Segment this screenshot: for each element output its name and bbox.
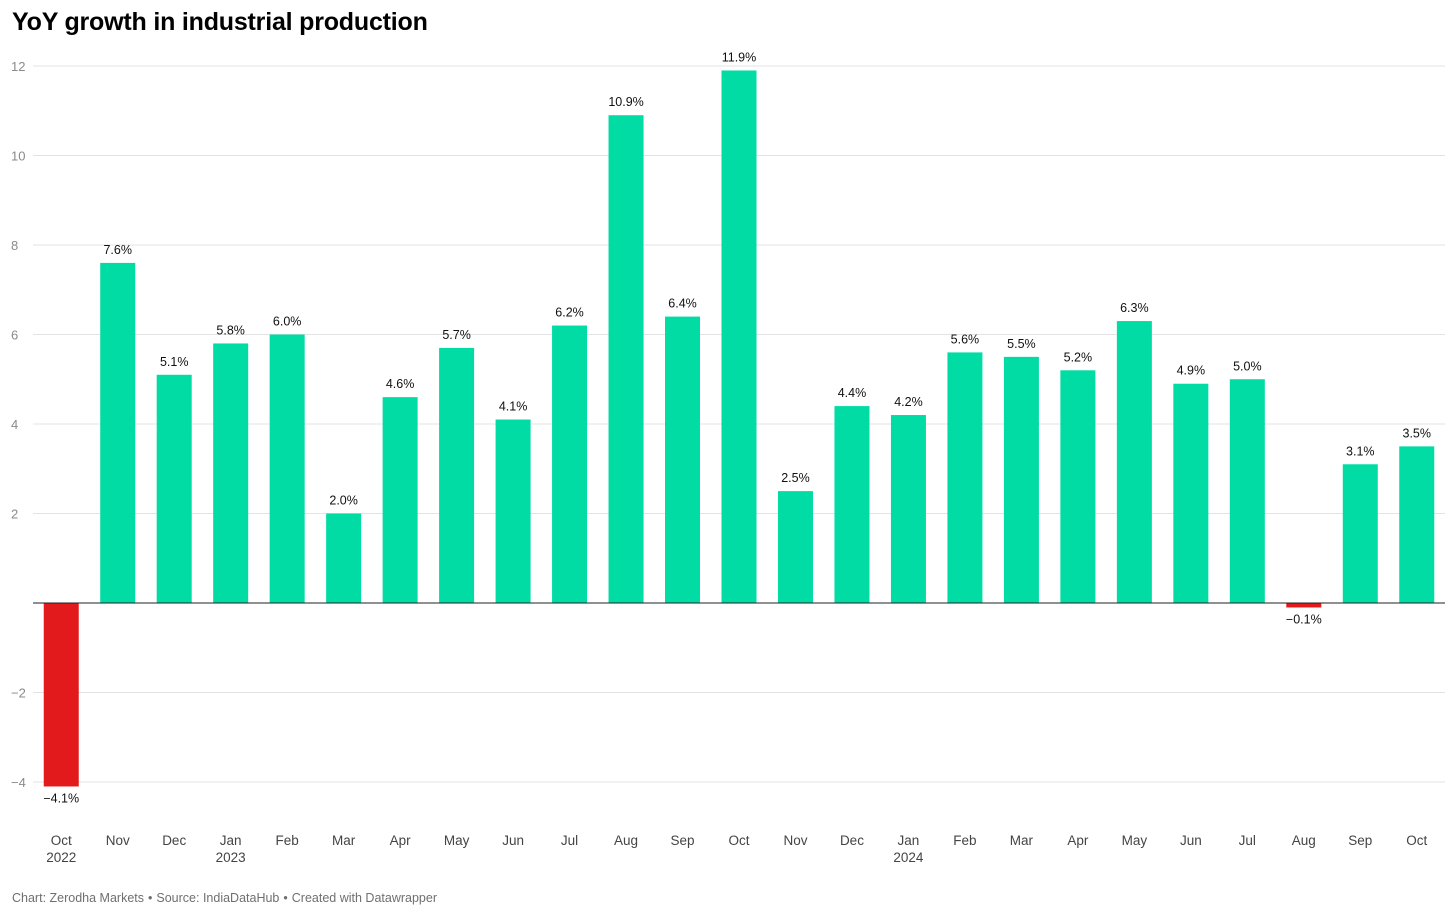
y-tick-label: −2 — [11, 686, 26, 701]
value-labels: −4.1% 7.6% 5.1% 5.8% 6.0% 2.0% 4.6% 5.7% 4.1% 6.2… — [43, 50, 1431, 805]
x-tick-label: Oct — [1406, 833, 1427, 848]
data-label: 6.4% — [668, 297, 697, 311]
y-tick-label: 12 — [11, 59, 25, 74]
data-label: 2.5% — [781, 471, 810, 485]
footer-created-with: Created with Datawrapper — [291, 891, 437, 905]
data-label: 4.6% — [386, 377, 415, 391]
data-label: 4.4% — [838, 386, 867, 400]
bar — [326, 513, 362, 603]
x-tick-label: Jun — [1180, 833, 1202, 848]
x-tick-label: Apr — [1067, 833, 1089, 848]
x-tick-label: Dec — [840, 833, 864, 848]
bar — [495, 419, 531, 603]
x-tick-label: Nov — [783, 833, 807, 848]
bar — [552, 325, 588, 603]
x-tick-label: Jan — [898, 833, 920, 848]
data-label: 2.0% — [329, 494, 358, 508]
bar — [947, 352, 983, 603]
x-tick-label: Oct — [728, 833, 749, 848]
bar — [1342, 464, 1378, 603]
data-label: 5.1% — [160, 355, 189, 369]
x-tick-label: Oct — [51, 833, 72, 848]
x-year-label: 2023 — [216, 850, 246, 865]
data-label: 3.5% — [1403, 426, 1432, 440]
data-label: 7.6% — [103, 243, 132, 257]
data-label: 4.9% — [1177, 364, 1206, 378]
footer-chart-credit: Chart: Zerodha Markets — [12, 891, 144, 905]
x-tick-label: Feb — [953, 833, 976, 848]
bar — [890, 415, 926, 603]
bar — [269, 334, 305, 603]
bar — [382, 397, 418, 603]
data-label: −0.1% — [1286, 612, 1322, 626]
y-tick-label: 8 — [11, 238, 18, 253]
data-label: 4.1% — [499, 400, 528, 414]
x-tick-label: Sep — [671, 833, 695, 848]
bar — [665, 316, 701, 603]
bar — [1399, 446, 1435, 603]
x-tick-label: Aug — [614, 833, 638, 848]
y-axis-ticks: −4 −2 2 4 6 8 10 12 — [11, 59, 26, 790]
x-tick-label: Jun — [502, 833, 524, 848]
data-label: 5.7% — [442, 328, 471, 342]
bar — [213, 343, 249, 603]
x-tick-label: Nov — [106, 833, 130, 848]
bar — [1286, 603, 1322, 608]
data-label: 6.2% — [555, 306, 584, 320]
x-tick-label: Jul — [561, 833, 578, 848]
data-label: 5.2% — [1064, 350, 1093, 364]
x-tick-label: Feb — [276, 833, 299, 848]
bar — [439, 347, 475, 603]
x-axis-labels: Oct 2022 Nov Dec Jan 2023 Feb Mar Apr May Jun Jul Au… — [46, 833, 1427, 865]
bar — [100, 262, 136, 603]
x-tick-label: Dec — [162, 833, 186, 848]
data-label: 6.0% — [273, 315, 302, 329]
y-tick-label: −4 — [11, 775, 26, 790]
x-tick-label: Apr — [390, 833, 412, 848]
data-label: −4.1% — [43, 791, 79, 805]
y-tick-label: 10 — [11, 149, 25, 164]
data-label: 6.3% — [1120, 301, 1149, 315]
x-year-label: 2024 — [893, 850, 924, 865]
bar — [1060, 370, 1096, 603]
data-label: 4.2% — [894, 395, 923, 409]
bar — [1173, 383, 1209, 603]
x-tick-label: Mar — [332, 833, 356, 848]
bar — [1116, 321, 1152, 603]
data-label: 5.6% — [951, 332, 980, 346]
x-tick-label: Aug — [1292, 833, 1316, 848]
x-tick-label: May — [444, 833, 470, 848]
x-tick-label: Mar — [1010, 833, 1034, 848]
x-tick-label: May — [1122, 833, 1148, 848]
y-tick-label: 6 — [11, 328, 18, 343]
x-tick-label: Sep — [1348, 833, 1372, 848]
x-year-label: 2022 — [46, 850, 76, 865]
y-tick-label: 2 — [11, 507, 18, 522]
chart-footer: Chart: Zerodha Markets • Source: IndiaData… — [12, 891, 437, 905]
bar — [43, 603, 79, 787]
data-label: 3.1% — [1346, 444, 1375, 458]
x-tick-label: Jan — [220, 833, 242, 848]
data-label: 5.8% — [216, 323, 245, 337]
bar — [608, 115, 644, 603]
bars — [33, 70, 1445, 787]
y-tick-label: 4 — [11, 417, 18, 432]
bar — [777, 491, 813, 603]
bar — [721, 70, 757, 604]
bar — [156, 374, 192, 603]
bar — [1229, 379, 1265, 603]
data-label: 11.9% — [722, 50, 757, 64]
chart-title: YoY growth in industrial production — [12, 8, 428, 36]
bar — [834, 406, 870, 603]
data-label: 5.5% — [1007, 337, 1036, 351]
x-tick-label: Jul — [1239, 833, 1256, 848]
bar — [1003, 356, 1039, 603]
data-label: 5.0% — [1233, 359, 1262, 373]
data-label: 10.9% — [608, 95, 643, 109]
footer-source: Source: IndiaDataHub — [156, 891, 280, 905]
